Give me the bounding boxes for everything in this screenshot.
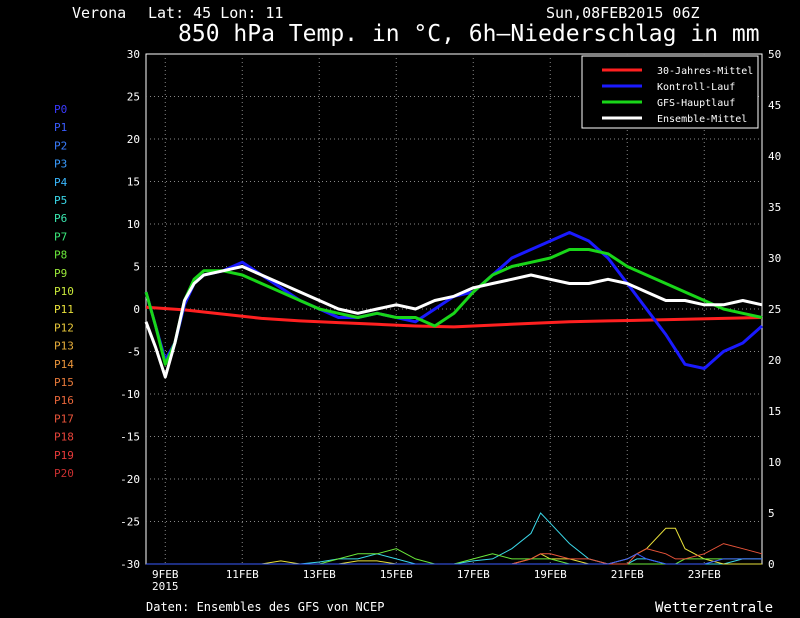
member-label: P19	[54, 449, 74, 462]
legend-label: Kontroll-Lauf	[657, 82, 735, 93]
member-label: P5	[54, 194, 67, 207]
x-tick-label: 23FEB	[688, 568, 721, 581]
member-label: P11	[54, 303, 74, 316]
y-right-tick-label: 35	[768, 201, 781, 214]
y-right-tick-label: 5	[768, 507, 775, 520]
temperature-series	[144, 231, 763, 379]
coords-label: Lat: 45 Lon: 11	[148, 4, 283, 22]
x-tick-label: 11FEB	[226, 568, 259, 581]
member-label: P9	[54, 267, 67, 280]
legend-box: 30-Jahres-Mittel Kontroll-Lauf GFS-Hauptla…	[581, 55, 759, 129]
member-label: P2	[54, 139, 67, 152]
member-label: P10	[54, 285, 74, 298]
member-label: P1	[54, 121, 67, 134]
member-label: P7	[54, 230, 67, 243]
legend-label: 30-Jahres-Mittel	[657, 66, 753, 77]
member-label: P4	[54, 176, 68, 189]
member-label: P18	[54, 431, 74, 444]
legend-label: Ensemble-Mittel	[657, 114, 747, 125]
run-label: Sun,08FEB2015 06Z	[546, 4, 700, 22]
series-line-30-jahres-mittel	[145, 305, 763, 329]
y-left-tick-label: 0	[133, 303, 140, 316]
x-tick-sublabel: 2015	[152, 580, 179, 593]
y-left-tick-label: 30	[127, 48, 140, 61]
y-left-tick-label: -10	[120, 388, 140, 401]
member-label: P0	[54, 103, 67, 116]
y-right-tick-label: 20	[768, 354, 781, 367]
member-list: P0 P1 P2 P3 P4 P5 P6 P7 P8 P9 P10 P11 P12 P13 P14 P15 P1…	[54, 103, 74, 480]
data-source-label: Daten: Ensembles des GFS von NCEP	[146, 600, 384, 614]
y-left-tick-label: 25	[127, 91, 140, 104]
y-left-ticks: 30 25 20 15 10 5 0 -5 -10 -15 -20 -25 -30	[120, 48, 140, 571]
member-label: P15	[54, 376, 74, 389]
member-label: P8	[54, 249, 67, 262]
y-left-tick-label: -25	[120, 516, 140, 529]
x-tick-label: 13FEB	[303, 568, 336, 581]
y-left-tick-label: -5	[127, 346, 140, 359]
y-left-tick-label: 5	[133, 261, 140, 274]
legend-frame	[581, 55, 759, 129]
x-tick-label: 15FEB	[380, 568, 413, 581]
x-tick-label: 21FEB	[611, 568, 644, 581]
member-label: P12	[54, 321, 74, 334]
member-label: P13	[54, 340, 74, 353]
member-label: P14	[54, 358, 74, 371]
member-label: P16	[54, 394, 74, 407]
grid-lines	[146, 54, 762, 564]
chart-title: 850 hPa Temp. in °C, 6h–Niederschlag in …	[178, 21, 760, 47]
y-right-tick-label: 0	[768, 558, 775, 571]
precip-line	[146, 553, 762, 565]
series-line-ensemble-mittel	[144, 265, 763, 379]
y-right-tick-label: 10	[768, 456, 781, 469]
location-label: Verona	[72, 4, 126, 22]
member-label: P6	[54, 212, 67, 225]
y-right-tick-label: 30	[768, 252, 781, 265]
y-left-tick-label: 15	[127, 176, 140, 189]
y-left-tick-label: -15	[120, 431, 140, 444]
series-line-gfs-hauptlauf	[144, 248, 763, 366]
member-label: P17	[54, 412, 74, 425]
x-tick-label: 17FEB	[457, 568, 490, 581]
x-tick-label: 19FEB	[534, 568, 567, 581]
y-right-tick-label: 45	[768, 99, 781, 112]
brand-label: Wetterzentrale	[655, 600, 773, 616]
legend-label: GFS-Hauptlauf	[657, 98, 735, 109]
precipitation-lines	[146, 512, 763, 565]
y-right-tick-label: 40	[768, 150, 781, 163]
y-left-tick-label: 20	[127, 133, 140, 146]
y-right-tick-label: 50	[768, 48, 781, 61]
y-right-tick-label: 15	[768, 405, 781, 418]
member-label: P20	[54, 467, 74, 480]
y-left-tick-label: 10	[127, 218, 140, 231]
x-tick-label: 9FEB	[152, 568, 179, 581]
y-left-tick-label: -20	[120, 473, 140, 486]
member-label: P3	[54, 158, 67, 171]
y-right-tick-label: 25	[768, 303, 781, 316]
y-left-tick-label: -30	[120, 558, 140, 571]
